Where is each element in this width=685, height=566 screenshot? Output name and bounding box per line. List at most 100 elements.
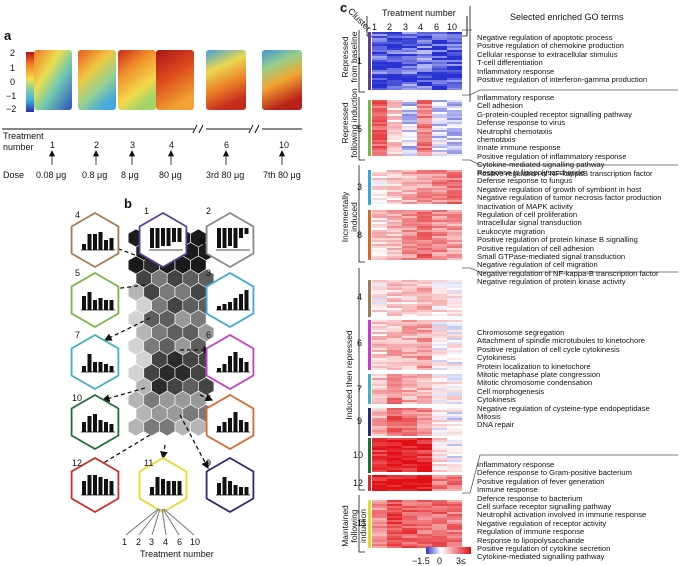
go-term: Defense response to fungus xyxy=(477,176,572,186)
profile-bar xyxy=(155,477,160,495)
heat-cell xyxy=(447,68,462,70)
heat-cell xyxy=(387,424,402,426)
heat-cell xyxy=(432,154,447,156)
heat-cell xyxy=(372,400,387,402)
heat-cell xyxy=(447,334,462,336)
heat-cell xyxy=(447,170,462,172)
heat-cell xyxy=(387,290,402,292)
profile-bar xyxy=(239,487,243,495)
legend-tick: 0 xyxy=(437,556,443,566)
heat-cell xyxy=(417,356,432,358)
heat-cell xyxy=(432,506,447,508)
heat-cell xyxy=(372,512,387,514)
heat-cell xyxy=(447,280,462,282)
profile-bar xyxy=(244,422,249,432)
heat-cell xyxy=(417,84,432,86)
heat-cell xyxy=(387,485,402,487)
heat-cell xyxy=(372,46,387,48)
heat-cell xyxy=(402,148,417,150)
heat-cell xyxy=(417,468,432,470)
heat-cell xyxy=(432,222,447,224)
heat-cell xyxy=(372,308,387,310)
heat-cell xyxy=(372,332,387,334)
heat-cell xyxy=(417,172,432,174)
heat-cell xyxy=(432,210,447,212)
heat-cell xyxy=(417,458,432,460)
heat-cell xyxy=(447,124,462,126)
profile-hexagon xyxy=(205,271,255,329)
heat-cell xyxy=(387,504,402,506)
heat-cell xyxy=(387,114,402,116)
heat-cell xyxy=(387,44,402,46)
heat-cell xyxy=(417,308,432,310)
heat-cell xyxy=(372,184,387,186)
hex-label: 11 xyxy=(144,458,154,468)
heat-cell xyxy=(372,520,387,522)
heat-cell xyxy=(417,483,432,485)
heat-cell xyxy=(387,444,402,446)
heat-cell xyxy=(432,180,447,182)
treatment-number: 6 xyxy=(224,140,230,150)
heat-cell xyxy=(432,44,447,46)
heat-cell xyxy=(402,430,417,432)
heat-cell xyxy=(387,122,402,124)
heat-cell xyxy=(402,296,417,298)
heat-cell xyxy=(372,66,387,68)
heat-cell xyxy=(372,256,387,258)
heat-cell xyxy=(372,487,387,489)
heat-cell xyxy=(432,458,447,460)
heat-cell xyxy=(387,308,402,310)
heat-cell xyxy=(417,104,432,106)
heat-cell xyxy=(387,506,402,508)
heat-cell xyxy=(372,220,387,222)
heat-cell xyxy=(417,444,432,446)
heat-cell xyxy=(447,234,462,236)
profile-bar xyxy=(93,234,97,250)
profile-bar xyxy=(82,422,86,432)
heat-cell xyxy=(432,88,447,90)
heat-cell xyxy=(387,294,402,296)
profile-bar xyxy=(233,485,238,495)
cluster-number: 4 xyxy=(357,292,363,302)
heat-cell xyxy=(447,220,462,222)
heat-cell xyxy=(432,258,447,260)
heat-cell xyxy=(417,392,432,394)
heat-cell xyxy=(417,122,432,124)
heat-cell xyxy=(387,322,402,324)
heat-cell xyxy=(432,342,447,344)
col-label: 10 xyxy=(447,22,458,32)
profile-bar xyxy=(93,475,97,495)
heat-cell xyxy=(387,428,402,430)
heat-cell xyxy=(432,234,447,236)
heat-cell xyxy=(417,346,432,348)
heat-cell xyxy=(372,74,387,76)
heat-cell xyxy=(432,438,447,440)
heat-cell xyxy=(417,40,432,42)
go-term: Immune response xyxy=(477,485,538,495)
heat-cell xyxy=(417,485,432,487)
heat-cell xyxy=(432,500,447,502)
treatment-number: 4 xyxy=(169,140,175,150)
heat-cell xyxy=(432,126,447,128)
heat-cell xyxy=(387,448,402,450)
heat-cell xyxy=(372,526,387,528)
heat-cell xyxy=(417,82,432,84)
hex-label: 6 xyxy=(206,330,212,340)
heat-cell xyxy=(417,244,432,246)
heat-cell xyxy=(432,288,447,290)
heat-cell xyxy=(447,428,462,430)
heat-cell xyxy=(402,516,417,518)
heat-cell xyxy=(447,32,462,34)
heat-cell xyxy=(447,374,462,376)
heat-cell xyxy=(402,400,417,402)
heat-cell xyxy=(402,346,417,348)
heat-cell xyxy=(402,190,417,192)
heat-cell xyxy=(417,410,432,412)
heat-cell xyxy=(417,500,432,502)
heat-cell xyxy=(387,296,402,298)
heat-cell xyxy=(447,150,462,152)
heat-cell xyxy=(387,108,402,110)
heat-cell xyxy=(447,244,462,246)
heat-cell xyxy=(447,362,462,364)
heat-cell xyxy=(402,500,417,502)
